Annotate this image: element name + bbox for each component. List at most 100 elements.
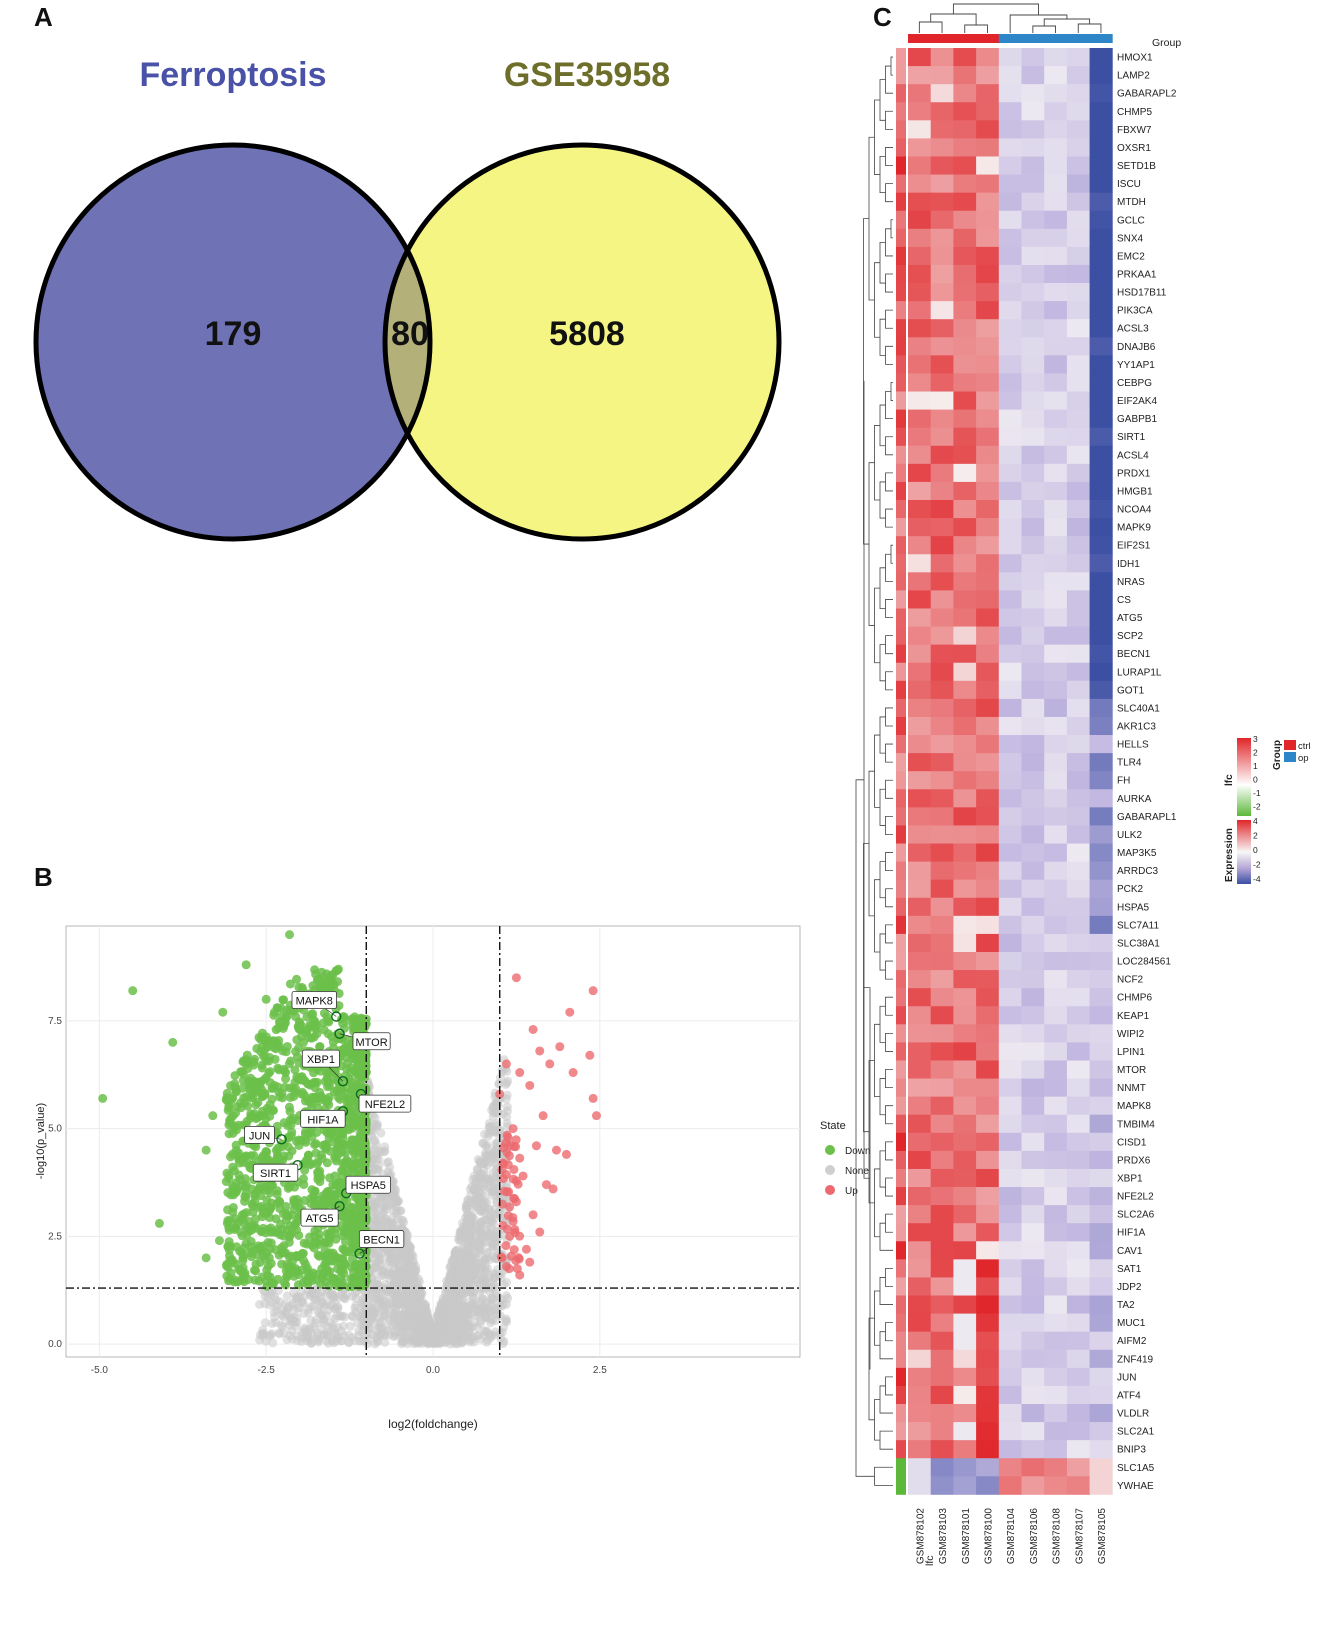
row-label: MUC1 bbox=[1117, 1318, 1146, 1329]
lfc-cell bbox=[896, 518, 906, 537]
heatmap-cell bbox=[1089, 427, 1113, 447]
lfc-cell bbox=[896, 735, 906, 754]
heatmap-cell bbox=[976, 825, 1000, 844]
heatmap-cell bbox=[976, 970, 1000, 989]
column-label: GSM878106 bbox=[1029, 1508, 1040, 1565]
heatmap-cell bbox=[1066, 554, 1090, 573]
heatmap-cell bbox=[930, 572, 954, 591]
heatmap-cell bbox=[1044, 1187, 1068, 1206]
heatmap-cell bbox=[1089, 138, 1113, 157]
heatmap-cell bbox=[1066, 1458, 1090, 1477]
legend-expression-bar bbox=[1237, 820, 1251, 884]
heatmap-cell bbox=[976, 1024, 1000, 1043]
dendrogram-branch bbox=[885, 960, 893, 980]
heatmap-cell bbox=[1044, 409, 1068, 429]
heatmap-cell bbox=[908, 1404, 932, 1423]
heatmap-cell bbox=[976, 66, 1000, 85]
legend-lfc-tick: 3 bbox=[1253, 734, 1258, 744]
heatmap-cell bbox=[1044, 1458, 1068, 1477]
heatmap-cell bbox=[1044, 1349, 1068, 1369]
heatmap-cell bbox=[1089, 970, 1113, 989]
heatmap-cell bbox=[1021, 264, 1045, 284]
heatmap-cell bbox=[953, 500, 977, 519]
heatmap-cell bbox=[976, 662, 1000, 682]
heatmap-cell bbox=[998, 120, 1022, 139]
heatmap-cell bbox=[908, 319, 932, 338]
row-label: SIRT1 bbox=[1117, 432, 1146, 443]
heatmap-cell bbox=[1044, 608, 1068, 627]
heatmap-cell bbox=[908, 228, 932, 248]
lfc-cell bbox=[896, 1277, 906, 1296]
heatmap-cell bbox=[1089, 355, 1113, 374]
heatmap-cell bbox=[930, 771, 954, 790]
lfc-cell bbox=[896, 879, 906, 899]
heatmap-cell bbox=[1066, 1259, 1090, 1278]
dendrogram-branch bbox=[885, 1376, 893, 1396]
heatmap-cell bbox=[1089, 120, 1113, 139]
lfc-cell bbox=[896, 1150, 906, 1170]
row-label: CEBPG bbox=[1117, 378, 1152, 389]
row-label: LAMP2 bbox=[1117, 71, 1150, 82]
heatmap-cell bbox=[908, 1078, 932, 1098]
heatmap-cell bbox=[930, 138, 954, 157]
heatmap-cell bbox=[998, 1042, 1022, 1061]
heatmap-cell bbox=[998, 445, 1022, 465]
heatmap-cell bbox=[1066, 716, 1090, 736]
heatmap-cell bbox=[953, 789, 977, 808]
heatmap-cell bbox=[998, 1168, 1022, 1188]
heatmap-cell bbox=[953, 1024, 977, 1043]
heatmap-cell bbox=[930, 1241, 954, 1260]
heatmap-cell bbox=[1021, 355, 1045, 374]
heatmap-cell bbox=[1066, 174, 1090, 194]
heatmap-cell bbox=[1066, 753, 1090, 772]
lfc-cell bbox=[896, 952, 906, 971]
heatmap-cell bbox=[930, 698, 954, 718]
heatmap-cell bbox=[1089, 662, 1113, 682]
heatmap-cell bbox=[998, 264, 1022, 284]
heatmap-cell bbox=[1089, 1349, 1113, 1369]
heatmap-cell bbox=[1021, 463, 1045, 483]
heatmap-cell bbox=[1066, 355, 1090, 374]
heatmap-cell bbox=[953, 355, 977, 374]
heatmap-cell bbox=[908, 264, 932, 284]
legend-expression-tick: 0 bbox=[1253, 845, 1258, 855]
heatmap-cell bbox=[998, 825, 1022, 844]
heatmap-cell bbox=[930, 337, 954, 356]
heatmap-cell bbox=[1021, 1042, 1045, 1061]
row-label: BECN1 bbox=[1117, 649, 1151, 660]
heatmap-cell bbox=[953, 192, 977, 212]
heatmap-cell bbox=[998, 753, 1022, 772]
dendrogram-branch bbox=[874, 99, 880, 175]
heatmap-cell bbox=[953, 1241, 977, 1260]
heatmap-cell bbox=[953, 228, 977, 248]
heatmap-cell bbox=[976, 1205, 1000, 1224]
row-label: SETD1B bbox=[1117, 161, 1156, 172]
lfc-cell bbox=[896, 1006, 906, 1025]
heatmap-cell bbox=[1066, 735, 1090, 754]
heatmap-cell bbox=[1021, 1078, 1045, 1098]
heatmap-cell bbox=[998, 572, 1022, 591]
heatmap-cell bbox=[930, 970, 954, 989]
heatmap-cell bbox=[908, 102, 932, 121]
heatmap-cell bbox=[1021, 66, 1045, 85]
heatmap-cell bbox=[930, 1458, 954, 1477]
legend-lfc-tick: -2 bbox=[1253, 802, 1261, 812]
heatmap-cell bbox=[998, 1422, 1022, 1441]
heatmap-cell bbox=[953, 680, 977, 700]
heatmap-cell bbox=[908, 66, 932, 85]
lfc-cell bbox=[896, 1404, 906, 1423]
heatmap-cell bbox=[1089, 590, 1113, 609]
heatmap-cell bbox=[1044, 735, 1068, 754]
heatmap-cell bbox=[976, 210, 1000, 230]
heatmap-cell bbox=[1021, 120, 1045, 139]
heatmap-cell bbox=[976, 301, 1000, 320]
heatmap-cell bbox=[1021, 1150, 1045, 1170]
row-label: NNMT bbox=[1117, 1083, 1146, 1094]
heatmap-cell bbox=[1089, 1295, 1113, 1314]
heatmap-cell bbox=[1021, 1006, 1045, 1025]
heatmap-cell bbox=[930, 753, 954, 772]
heatmap-cell bbox=[998, 210, 1022, 230]
heatmap-cell bbox=[1021, 608, 1045, 627]
heatmap-cell bbox=[998, 608, 1022, 627]
heatmap-cell bbox=[930, 1404, 954, 1423]
